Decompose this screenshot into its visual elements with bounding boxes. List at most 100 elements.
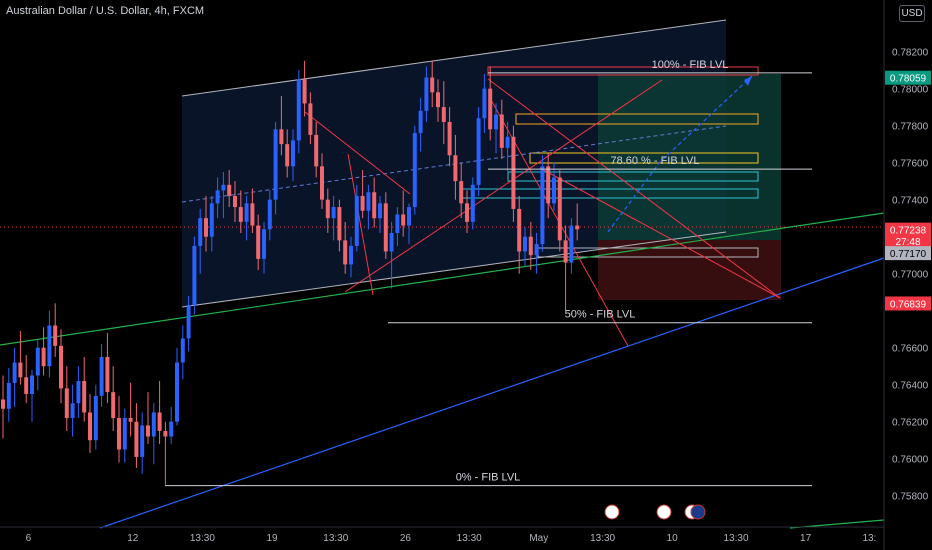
candle <box>186 295 191 352</box>
candle-body <box>134 421 139 457</box>
zone-red <box>487 66 759 76</box>
fib-label: 50% - FIB LVL <box>565 309 636 321</box>
price-tag-label: 0.76839 <box>890 299 927 310</box>
us-flag-icon[interactable] <box>656 504 672 520</box>
price-tick-label: 0.76400 <box>892 381 929 392</box>
candle <box>256 214 261 270</box>
price-tick-label: 0.77800 <box>892 122 929 133</box>
candle <box>53 303 58 357</box>
candle <box>459 162 464 219</box>
candle-body <box>128 418 133 422</box>
candle <box>401 190 406 237</box>
price-tag: 0.76839 <box>885 296 931 311</box>
candle-body <box>308 103 313 135</box>
candle-body <box>511 136 516 209</box>
channel-top-line <box>181 19 727 97</box>
candle <box>465 190 469 233</box>
candle <box>308 92 313 145</box>
time-tick-label: 13:30 <box>190 533 215 544</box>
candle-body <box>82 381 87 413</box>
candle-body <box>111 392 116 419</box>
candle <box>354 184 359 252</box>
candle-body <box>192 245 197 306</box>
candle-body <box>267 199 272 230</box>
candle <box>1 375 5 439</box>
price-tag-bg <box>885 296 931 311</box>
candle <box>546 153 551 219</box>
candle-body <box>325 199 330 219</box>
candle <box>209 195 214 252</box>
candle <box>244 195 249 241</box>
time-tick-label: 10 <box>667 533 679 544</box>
candle <box>175 347 179 426</box>
candle <box>146 392 150 444</box>
candle-body <box>337 207 342 241</box>
candle-body <box>459 181 464 204</box>
price-tag-bg <box>885 246 931 261</box>
us-flag-icon[interactable] <box>604 504 620 520</box>
candle-body <box>12 362 17 383</box>
price-tick-label: 0.77000 <box>892 270 929 281</box>
candle-body <box>418 110 423 134</box>
candle-body <box>436 92 440 108</box>
candle-body <box>517 208 522 252</box>
long-position-stop-zone <box>598 240 781 300</box>
candle-body <box>227 184 232 196</box>
candle-body <box>18 362 23 378</box>
candle <box>302 60 307 117</box>
candle-body <box>41 347 46 367</box>
zone-orange <box>515 113 759 125</box>
candle-body <box>204 218 208 237</box>
price-tag-bg <box>885 234 931 249</box>
candle-body <box>64 388 69 419</box>
time-tick-label: 13:30 <box>590 533 615 544</box>
price-tag-label: 0.77170 <box>890 249 927 260</box>
candle <box>378 195 382 233</box>
candle-body <box>180 338 185 363</box>
price-tag-label: 0.77238 <box>890 226 927 237</box>
candle-body <box>453 155 458 182</box>
candle-body <box>1 399 5 409</box>
candle-body <box>215 190 220 204</box>
price-tag: 0.77238 <box>885 222 931 237</box>
candle-body <box>285 144 290 167</box>
zone-cyan-1 <box>507 171 759 182</box>
candle-body <box>430 77 435 93</box>
candle <box>418 97 423 152</box>
candle-body <box>528 236 533 256</box>
time-tick-label: 17 <box>800 533 812 544</box>
currency-button[interactable]: USD <box>899 5 925 22</box>
candle <box>105 332 110 404</box>
candle <box>430 60 435 108</box>
price-tag-label: 0.78059 <box>890 74 927 85</box>
candle-body <box>35 347 40 376</box>
candle <box>12 347 17 407</box>
candle <box>111 366 116 431</box>
candle <box>366 184 371 230</box>
candle <box>64 366 69 431</box>
fib-label: 100% - FIB LVL <box>652 59 729 71</box>
candle <box>476 107 481 196</box>
candle-body <box>343 240 348 265</box>
candle-body <box>186 305 191 339</box>
au-flag-icon[interactable] <box>690 504 706 520</box>
projection-path <box>607 75 753 233</box>
candle <box>540 155 545 252</box>
candle <box>128 382 133 437</box>
candle <box>331 195 336 241</box>
candle-body <box>279 129 284 145</box>
candle-body <box>314 134 319 167</box>
candle <box>505 121 510 172</box>
zone-yellow <box>529 152 759 164</box>
price-tick-label: 0.77600 <box>892 159 929 170</box>
candle <box>517 195 522 274</box>
candle-body <box>557 177 562 241</box>
candle-body <box>354 195 359 246</box>
price-tag: 0.77170 <box>885 246 931 261</box>
price-tag: 0.78059 <box>885 70 931 85</box>
long-position-profit-zone <box>598 74 781 240</box>
time-tick-label: 13:30 <box>323 533 348 544</box>
candle-body <box>163 430 168 437</box>
